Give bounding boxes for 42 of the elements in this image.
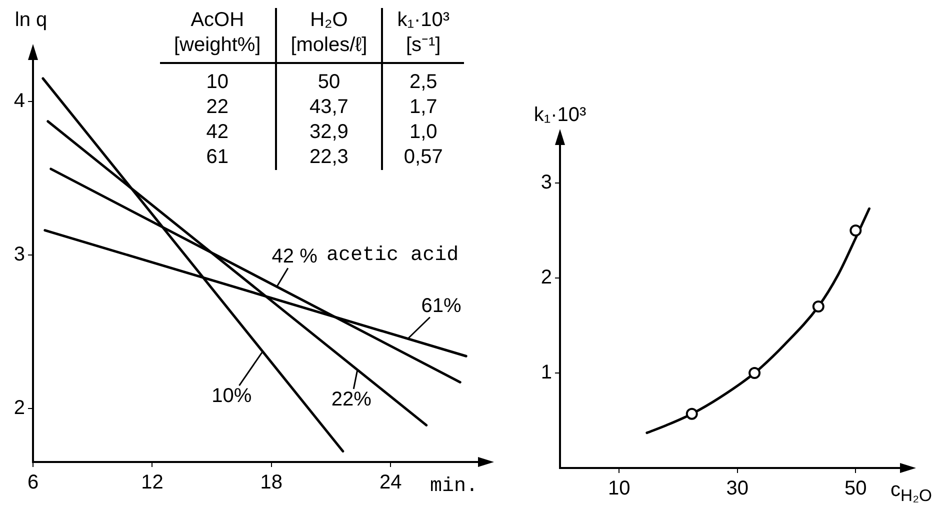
point: [686, 408, 698, 420]
category-label: 61: [205, 145, 230, 170]
annotation: 10%: [212, 385, 252, 408]
category-label: 10: [205, 70, 230, 95]
data-label: 0,57: [382, 145, 464, 170]
x-tick-label: 50: [844, 478, 867, 500]
data-label: 43,7: [276, 95, 382, 120]
x-tick-label: 10: [608, 478, 630, 500]
text: AcOH [weight%]: [160, 8, 276, 63]
x-tick-label: 24: [379, 472, 402, 494]
point: [812, 300, 824, 312]
text: k₁·10³ [s⁻¹]: [382, 8, 464, 63]
text: H₂O [moles/ℓ]: [276, 8, 382, 63]
category-label: 42: [205, 120, 230, 145]
y-tick-label: 3: [540, 172, 552, 194]
y-tick-label: 2: [540, 266, 552, 289]
x-axis-title: min.: [430, 475, 478, 498]
annotation: 42 %: [272, 246, 318, 268]
point: [748, 367, 761, 379]
y-tick-label: 1: [540, 362, 552, 384]
point: [850, 224, 862, 236]
x-tick-label: 6: [27, 472, 39, 494]
data-label: 22,3: [276, 145, 382, 170]
data-label: 50: [276, 63, 382, 95]
y-axis-title: ln q: [14, 9, 48, 31]
y-axis-title: k₁·10³: [534, 104, 586, 126]
x-tick-label: 12: [141, 472, 164, 494]
data-label: 32,9: [276, 120, 382, 145]
annotation: 61%: [421, 294, 462, 317]
data-label: 1,0: [382, 120, 464, 145]
category-label: 22: [205, 95, 230, 120]
annotation: acetic acid: [326, 244, 459, 268]
y-tick-label: 3: [14, 243, 25, 266]
x-tick-label: 30: [726, 478, 749, 500]
x-tick-label: 18: [260, 472, 283, 494]
annotation: 22%: [331, 388, 372, 410]
line-series: [646, 207, 870, 434]
data-label: 2,5: [382, 63, 464, 95]
data-label: 1,7: [382, 95, 464, 120]
y-tick-label: 4: [14, 90, 25, 112]
x-axis-title: c$_{H₂O}$: [890, 479, 932, 505]
y-tick-label: 2: [14, 396, 25, 419]
